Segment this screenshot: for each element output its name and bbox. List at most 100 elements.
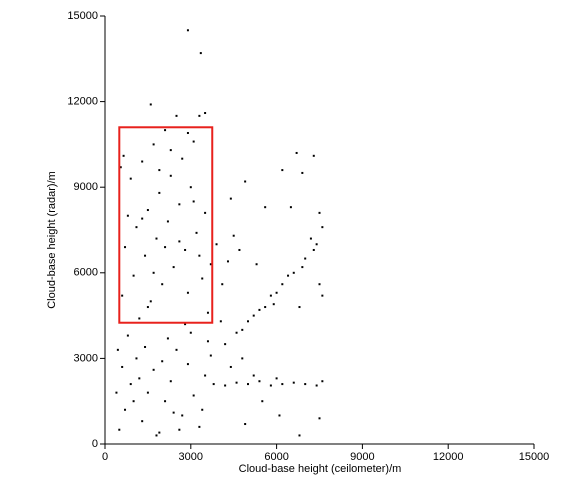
point — [132, 400, 135, 403]
point — [124, 246, 127, 249]
point — [186, 131, 189, 134]
point — [152, 143, 155, 146]
point — [141, 217, 144, 220]
x-tick-label: 0 — [102, 451, 108, 463]
point — [247, 383, 249, 386]
point — [132, 274, 135, 277]
point — [272, 303, 275, 306]
highlight-box — [118, 126, 214, 324]
y-tick-label: 6000 — [74, 267, 98, 279]
point — [144, 254, 147, 257]
point — [158, 191, 161, 194]
point — [312, 154, 315, 157]
point — [229, 197, 232, 200]
point — [189, 331, 192, 334]
point — [309, 237, 312, 240]
point — [149, 300, 152, 303]
point — [229, 365, 232, 368]
point — [241, 328, 244, 331]
point — [204, 112, 207, 115]
point — [252, 374, 255, 377]
point — [244, 423, 247, 426]
point — [135, 226, 138, 229]
point — [199, 52, 202, 55]
point — [215, 243, 218, 246]
point — [155, 434, 158, 437]
point — [146, 306, 149, 309]
point — [178, 240, 181, 243]
point — [169, 174, 172, 177]
point — [198, 254, 201, 257]
point — [192, 200, 195, 203]
point — [126, 214, 129, 217]
x-tick-label: 15000 — [519, 451, 550, 463]
point — [221, 283, 224, 286]
point — [192, 394, 195, 397]
point — [204, 211, 207, 214]
point — [129, 383, 132, 386]
point — [281, 383, 284, 386]
point — [275, 291, 278, 294]
point — [281, 283, 284, 286]
point — [206, 340, 209, 343]
point — [321, 294, 324, 297]
point — [184, 248, 187, 251]
point — [161, 360, 164, 363]
point — [312, 248, 315, 251]
point — [152, 368, 155, 371]
point — [209, 354, 212, 357]
point — [261, 400, 264, 403]
y-axis-label: Cloud-base height (radar)/m — [46, 171, 58, 309]
point — [201, 408, 204, 411]
point — [304, 257, 307, 260]
point — [149, 103, 152, 106]
point — [212, 383, 215, 386]
point — [186, 29, 189, 32]
point — [244, 180, 247, 183]
y-tick-label: 3000 — [74, 352, 98, 364]
point — [144, 345, 147, 348]
point — [124, 408, 127, 411]
point — [161, 283, 164, 286]
point — [119, 166, 122, 169]
point — [255, 263, 258, 266]
x-tick-label: 12000 — [433, 451, 464, 463]
point — [321, 380, 324, 383]
point — [281, 169, 284, 172]
point — [189, 186, 192, 189]
point — [155, 237, 158, 240]
x-tick-label: 6000 — [264, 451, 288, 463]
point — [278, 414, 281, 417]
point — [118, 428, 121, 431]
point — [241, 357, 244, 360]
point — [232, 234, 235, 237]
point — [209, 263, 212, 266]
point — [204, 374, 207, 377]
point — [315, 384, 318, 387]
point — [175, 114, 178, 117]
point — [192, 140, 195, 143]
point — [126, 334, 129, 337]
point — [275, 377, 278, 380]
point — [178, 428, 181, 431]
point — [195, 231, 198, 234]
point — [166, 220, 169, 223]
point — [295, 151, 298, 154]
point — [141, 420, 144, 423]
point — [238, 248, 241, 251]
point — [141, 160, 144, 163]
point — [172, 266, 175, 269]
point — [258, 380, 261, 383]
point — [158, 431, 161, 434]
point — [224, 384, 227, 387]
y-tick-label: 0 — [92, 438, 98, 450]
point — [169, 380, 172, 383]
point — [184, 323, 187, 326]
point — [318, 283, 321, 286]
point — [292, 381, 295, 384]
point — [224, 343, 227, 346]
point — [116, 348, 119, 351]
point — [289, 206, 292, 209]
point — [121, 294, 124, 297]
point — [181, 157, 184, 160]
